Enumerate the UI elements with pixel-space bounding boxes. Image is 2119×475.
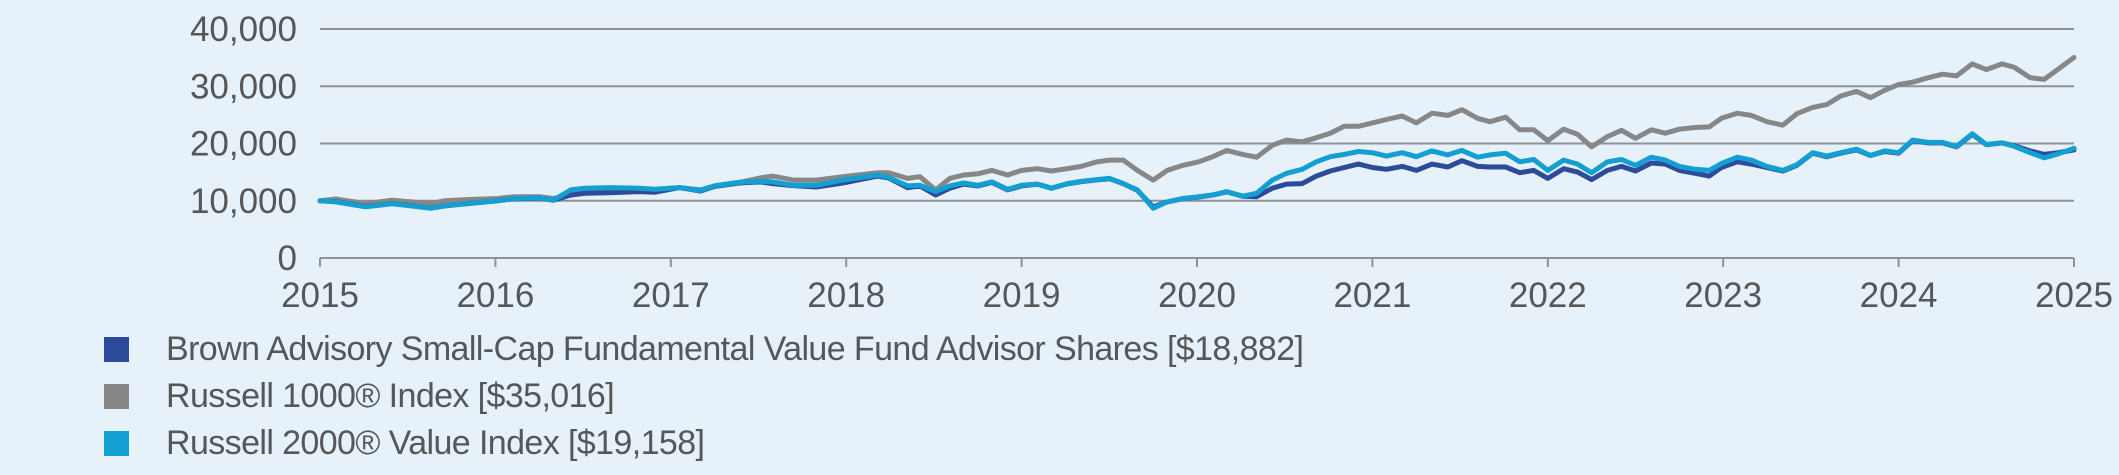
- x-tick-label: 2020: [1158, 276, 1236, 315]
- x-tick-label: 2019: [983, 276, 1061, 315]
- legend-label-russell-2000-value: Russell 2000® Value Index [$19,158]: [166, 424, 705, 462]
- series-lines: [317, 55, 2077, 211]
- y-tick-label: 30,000: [190, 67, 297, 106]
- legend-swatch-russell-1000: [104, 384, 129, 409]
- x-tick-label: 2023: [1684, 276, 1762, 315]
- legend-item-russell-2000-value: Russell 2000® Value Index [$19,158]: [104, 420, 1303, 467]
- x-tick-label: 2017: [632, 276, 710, 315]
- series-line-russell-2000-value: [317, 131, 2077, 211]
- legend-item-fund: Brown Advisory Small-Cap Fundamental Val…: [104, 326, 1304, 373]
- legend-label-russell-1000: Russell 1000® Index [$35,016]: [166, 377, 615, 415]
- x-tick-label: 2021: [1333, 276, 1411, 315]
- series-line-russell-1000: [317, 55, 2077, 207]
- y-tick-label: 0: [278, 239, 297, 278]
- y-axis-labels: 0 10,000 20,000 30,000 40,000: [190, 10, 297, 278]
- chart-legend: Brown Advisory Small-Cap Fundamental Val…: [104, 326, 1304, 467]
- legend-swatch-fund: [104, 337, 129, 362]
- x-axis: 2015 2016 2017 2018 2019 2020 2021 2022 2023 2024…: [281, 257, 2113, 315]
- x-tick-label: 2016: [456, 276, 534, 315]
- legend-item-russell-1000: Russell 1000® Index [$35,016]: [104, 373, 1303, 420]
- y-tick-label: 20,000: [190, 125, 297, 164]
- x-tick-label: 2025: [2035, 276, 2113, 315]
- x-tick-label: 2015: [281, 276, 359, 315]
- x-tick-label: 2024: [1860, 276, 1938, 315]
- x-tick-label: 2018: [807, 276, 885, 315]
- y-tick-label: 10,000: [190, 182, 297, 221]
- x-tick-label: 2022: [1509, 276, 1587, 315]
- legend-swatch-russell-2000-value: [104, 431, 129, 456]
- legend-label-fund: Brown Advisory Small-Cap Fundamental Val…: [166, 330, 1304, 368]
- y-tick-label: 40,000: [190, 10, 297, 49]
- gridlines: [320, 28, 2074, 202]
